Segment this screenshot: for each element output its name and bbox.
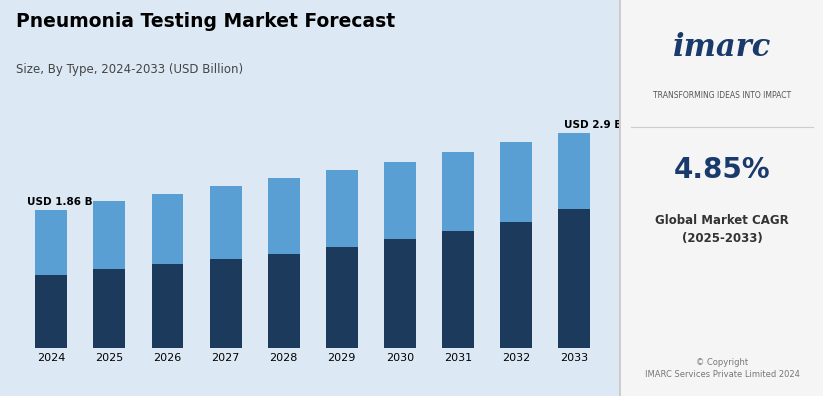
Bar [558,133,590,209]
Text: Pneumonia Testing Market Forecast: Pneumonia Testing Market Forecast [16,12,396,31]
Text: imarc: imarc [673,32,771,63]
Bar [94,269,125,348]
Bar [151,194,184,264]
Bar [210,259,242,348]
Bar [384,239,416,348]
Text: TRANSFORMING IDEAS INTO IMPACT: TRANSFORMING IDEAS INTO IMPACT [653,91,791,99]
Text: Global Market CAGR
(2025-2033): Global Market CAGR (2025-2033) [655,214,789,245]
Text: 4.85%: 4.85% [674,156,770,184]
Bar [442,152,474,230]
Bar [35,210,67,275]
Bar [326,170,358,247]
Text: Size, By Type, 2024-2033 (USD Billion): Size, By Type, 2024-2033 (USD Billion) [16,63,244,76]
Bar [500,143,532,222]
Bar [94,201,125,269]
Bar [384,162,416,239]
Bar [326,247,358,348]
Bar [151,264,184,348]
Text: © Copyright
IMARC Services Private Limited 2024: © Copyright IMARC Services Private Limit… [644,358,800,379]
Bar [267,254,300,348]
Text: USD 2.9 B: USD 2.9 B [564,120,622,129]
Bar [500,222,532,348]
Text: USD 1.86 B: USD 1.86 B [27,197,92,207]
Bar [442,230,474,348]
Bar [210,186,242,259]
Bar [558,209,590,348]
Bar [35,275,67,348]
Bar [267,178,300,254]
